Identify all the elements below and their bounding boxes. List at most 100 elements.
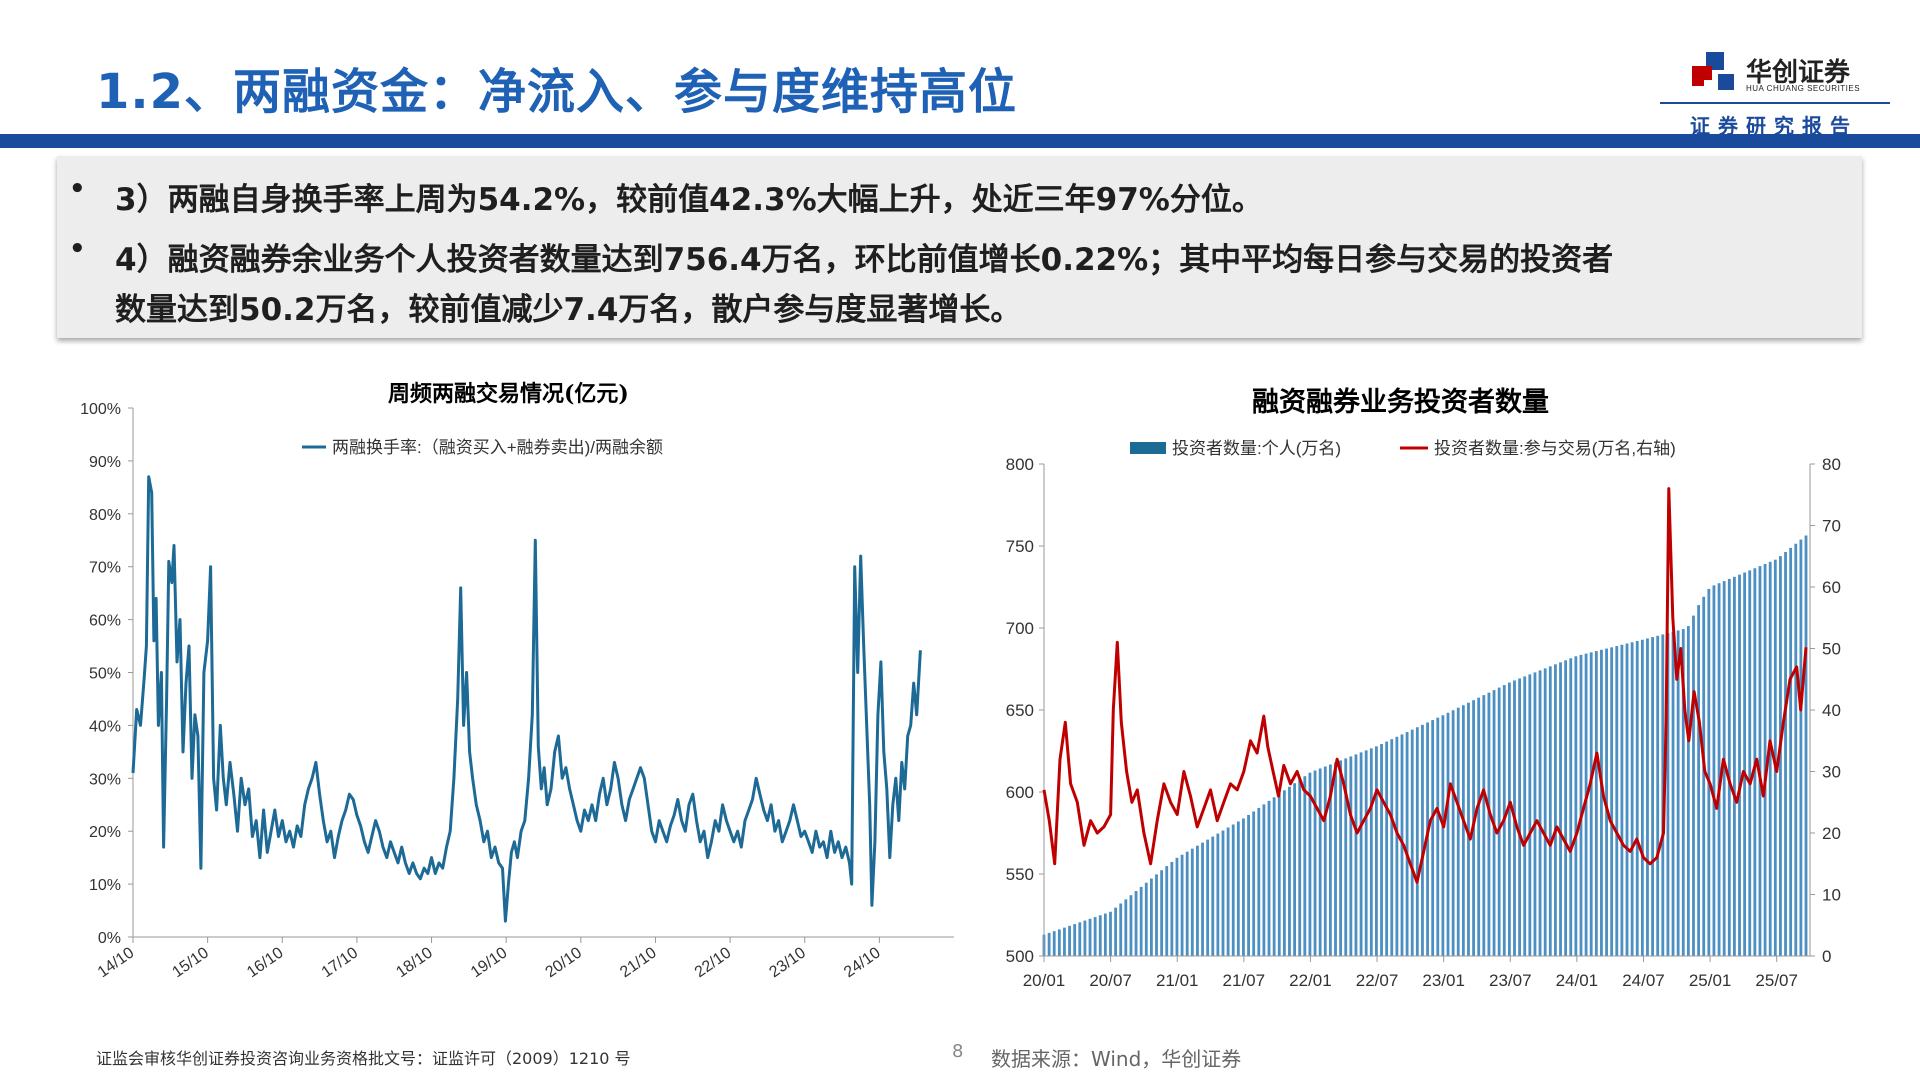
left-x-tick-label: 23/10 bbox=[766, 944, 809, 981]
individual-investor-bar bbox=[1594, 651, 1598, 956]
right-x-tick-label: 22/07 bbox=[1356, 971, 1399, 990]
individual-investor-bar bbox=[1165, 866, 1169, 956]
individual-investor-bar bbox=[1692, 615, 1695, 956]
individual-investor-bar bbox=[1615, 646, 1619, 956]
individual-investor-bar bbox=[1083, 920, 1087, 956]
summary-text: 数量达到50.2万名，较前值减少7.4万名，散户参与度显著增长。 bbox=[115, 292, 1022, 328]
left-chart-title: 周频两融交易情况(亿元) bbox=[388, 381, 629, 407]
individual-investor-bar bbox=[1298, 779, 1302, 956]
individual-investor-bar bbox=[1738, 574, 1741, 956]
individual-investor-bar bbox=[1170, 861, 1174, 956]
left-x-tick-label: 24/10 bbox=[841, 944, 884, 981]
individual-investor-bar bbox=[1533, 672, 1537, 956]
individual-investor-bar bbox=[1216, 833, 1220, 956]
individual-investor-bar bbox=[1758, 566, 1762, 956]
individual-investor-bar bbox=[1252, 811, 1256, 956]
legend-label-trading: 投资者数量:参与交易(万名,右轴) bbox=[1434, 439, 1676, 458]
individual-investor-bar bbox=[1359, 752, 1363, 956]
individual-investor-bar bbox=[1467, 702, 1470, 956]
individual-investor-bar bbox=[1201, 842, 1204, 956]
individual-investor-bar bbox=[1405, 732, 1409, 956]
investor-count-chart: 投资者数量:个人(万名) 投资者数量:参与交易(万名,右轴) 500550600… bbox=[1006, 439, 1841, 990]
individual-investor-bar bbox=[1584, 653, 1588, 956]
individual-investor-bar bbox=[1794, 543, 1798, 956]
individual-investor-bar bbox=[1451, 710, 1455, 956]
left-x-tick-label: 22/10 bbox=[692, 944, 735, 981]
right-axis-tick-label: 30 bbox=[1822, 763, 1841, 782]
individual-investor-bar bbox=[1109, 911, 1112, 956]
right-x-tick-label: 23/07 bbox=[1489, 971, 1532, 990]
right-x-tick-label: 25/07 bbox=[1755, 971, 1798, 990]
individual-investor-bar bbox=[1236, 821, 1240, 956]
individual-investor-bar bbox=[1441, 715, 1445, 956]
right-axis-tick-label: 40 bbox=[1822, 701, 1841, 720]
individual-investor-bar bbox=[1564, 660, 1568, 956]
left-x-tick-label: 16/10 bbox=[244, 944, 287, 981]
individual-investor-bar bbox=[1221, 830, 1225, 956]
individual-investor-bar bbox=[1436, 717, 1440, 956]
individual-investor-bar bbox=[1047, 932, 1051, 956]
individual-investor-bar bbox=[1129, 895, 1133, 956]
left-chart-legend: 两融换手率:（融资买入+融券卖出)/两融余额 bbox=[302, 438, 663, 457]
individual-investor-bar bbox=[1119, 903, 1123, 956]
left-y-tick-label: 10% bbox=[89, 877, 121, 894]
data-source-note: 数据来源：Wind，华创证券 bbox=[991, 1047, 1242, 1071]
left-x-tick-label: 15/10 bbox=[169, 944, 212, 981]
individual-investor-bar bbox=[1528, 674, 1532, 956]
individual-investor-bar bbox=[1656, 635, 1660, 956]
margin-turnover-chart: 0% 10% 20% 30% 40% 50% 60% 70% 80% 90% 100% 14/10 15… bbox=[80, 401, 954, 981]
individual-investor-bar bbox=[1681, 629, 1685, 956]
left-x-tick-label: 20/10 bbox=[543, 944, 586, 981]
right-axis-tick-label: 80 bbox=[1822, 455, 1841, 474]
right-x-tick-label: 20/07 bbox=[1089, 971, 1132, 990]
individual-investor-bar bbox=[1600, 649, 1603, 956]
individual-investor-bar bbox=[1124, 899, 1128, 956]
individual-investor-bar bbox=[1073, 924, 1077, 956]
individual-investor-bar bbox=[1206, 839, 1210, 956]
left-y-tick-label: 40% bbox=[89, 718, 121, 735]
individual-investor-bar bbox=[1610, 647, 1614, 956]
individual-investor-bar bbox=[1247, 814, 1250, 956]
logo-mark-icon bbox=[1692, 52, 1734, 90]
individual-investor-bar bbox=[1369, 748, 1373, 956]
individual-investor-bar bbox=[1763, 563, 1767, 956]
individual-investor-bar bbox=[1114, 907, 1117, 956]
individual-investor-bar bbox=[1257, 807, 1261, 956]
individual-investor-bar bbox=[1717, 583, 1721, 956]
individual-investor-bar bbox=[1574, 656, 1578, 956]
individual-investor-bar bbox=[1155, 874, 1158, 956]
individual-investor-bar bbox=[1748, 570, 1752, 956]
title-divider-bar bbox=[0, 134, 1920, 148]
individual-investor-bar bbox=[1712, 585, 1716, 956]
individual-investor-bar bbox=[1308, 772, 1312, 956]
individual-investor-bar bbox=[1799, 539, 1803, 956]
individual-investor-bar bbox=[1160, 870, 1164, 956]
individual-investor-bar bbox=[1318, 768, 1322, 956]
individual-investor-bar bbox=[1579, 654, 1583, 956]
individual-investor-bar bbox=[1671, 631, 1675, 956]
individual-investor-bar bbox=[1272, 797, 1276, 956]
individual-investor-bar bbox=[1661, 634, 1665, 956]
individual-investor-bar bbox=[1364, 750, 1368, 956]
bullet-dot: • bbox=[69, 174, 86, 204]
individual-investor-bar bbox=[1180, 854, 1184, 956]
individual-investor-bar bbox=[1559, 662, 1562, 956]
individual-investor-bar bbox=[1620, 644, 1624, 956]
left-x-tick-label: 19/10 bbox=[468, 944, 511, 981]
left-y-tick-label: 70% bbox=[89, 560, 121, 577]
left-axis-tick-label: 700 bbox=[1006, 619, 1034, 638]
individual-investor-bar bbox=[1477, 697, 1481, 956]
individual-investor-bar bbox=[1804, 535, 1808, 956]
individual-investor-bar bbox=[1226, 827, 1230, 956]
left-axis-tick-label: 650 bbox=[1006, 701, 1034, 720]
individual-investor-bar bbox=[1733, 576, 1736, 956]
logo-text-cn: 华创证券 bbox=[1746, 58, 1851, 88]
individual-investor-bar bbox=[1144, 882, 1148, 956]
individual-investor-bar bbox=[1149, 878, 1153, 956]
individual-investor-bar bbox=[1589, 652, 1593, 956]
individual-investor-bar bbox=[1339, 760, 1343, 956]
individual-investor-bar bbox=[1211, 836, 1215, 956]
individual-investor-bar bbox=[1789, 547, 1793, 956]
logo-text-en: HUA CHUANG SECURITIES bbox=[1746, 84, 1861, 93]
right-axis-tick-label: 20 bbox=[1822, 824, 1841, 843]
